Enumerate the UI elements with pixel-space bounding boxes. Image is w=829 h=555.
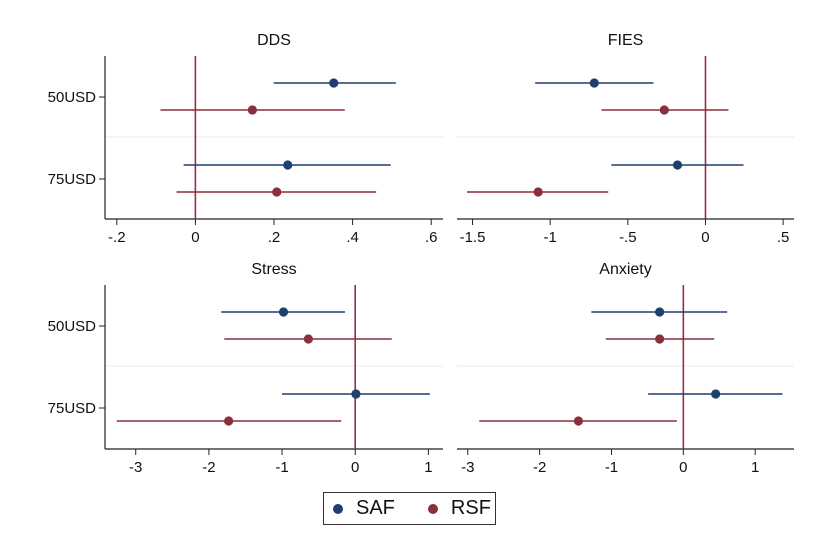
x-tick-label: -.5 xyxy=(619,229,637,246)
y-tick-label: 75USD xyxy=(48,400,97,417)
legend-label-rsf: RSF xyxy=(450,497,491,519)
x-tick-label: .6 xyxy=(425,229,438,246)
legend-label-saf: SAF xyxy=(356,497,395,519)
point-estimate-rsf xyxy=(247,105,257,115)
panel-anxiety: Anxiety -3 -2 -1 0 1 xyxy=(457,261,794,476)
x-tick-label: -1 xyxy=(605,459,618,476)
point-estimate-rsf xyxy=(659,105,669,115)
x-tick-label: 0 xyxy=(351,459,359,476)
x-tick-label: -3 xyxy=(461,459,474,476)
point-estimate-saf xyxy=(711,389,721,399)
point-estimate-rsf xyxy=(655,334,665,344)
point-estimate-saf xyxy=(672,160,683,170)
rsf-marker-icon xyxy=(427,503,438,514)
x-tick-label: -2 xyxy=(533,459,546,476)
y-tick-label: 75USD xyxy=(48,171,97,188)
point-estimate-saf xyxy=(278,307,289,317)
x-tick-label: .4 xyxy=(346,229,359,246)
x-tick-label: 1 xyxy=(424,459,432,476)
panel-title: Anxiety xyxy=(599,261,651,278)
x-tick-label: .2 xyxy=(268,229,281,246)
x-tick-label: 0 xyxy=(191,229,199,246)
x-tick-label: 0 xyxy=(679,459,687,476)
panel-stress: Stress 50USD 75USD -3 -2 -1 0 1 xyxy=(48,261,443,476)
x-tick-label: 0 xyxy=(701,229,709,246)
point-estimate-rsf xyxy=(573,416,584,426)
x-tick-label: -1.5 xyxy=(460,229,486,246)
point-estimate-rsf xyxy=(272,187,282,197)
point-estimate-saf xyxy=(283,160,293,170)
point-estimate-saf xyxy=(351,389,361,399)
panel-title: FIES xyxy=(608,32,644,49)
x-tick-label: .5 xyxy=(777,229,790,246)
x-tick-label: -1 xyxy=(275,459,288,476)
point-estimate-rsf xyxy=(533,187,543,197)
panel-fies: FIES -1.5 -1 -.5 0 .5 xyxy=(457,32,794,246)
panel-title: DDS xyxy=(257,32,291,49)
legend-item-saf: SAF xyxy=(333,497,395,520)
panel-dds: DDS 50USD 75USD -.2 0 .2 .4 .6 xyxy=(48,32,443,246)
point-estimate-saf xyxy=(329,78,339,88)
legend: SAF RSF xyxy=(323,492,496,525)
x-tick-label: -1 xyxy=(544,229,557,246)
saf-marker-icon xyxy=(333,503,343,514)
point-estimate-rsf xyxy=(224,416,234,426)
legend-item-rsf: RSF xyxy=(427,497,491,520)
x-tick-label: 1 xyxy=(751,459,759,476)
x-tick-label: -3 xyxy=(129,459,142,476)
y-tick-label: 50USD xyxy=(48,89,97,106)
point-estimate-saf xyxy=(655,307,665,317)
panel-title: Stress xyxy=(251,261,296,278)
point-estimate-saf xyxy=(589,78,599,88)
y-tick-label: 50USD xyxy=(48,318,97,335)
point-estimate-rsf xyxy=(303,334,313,344)
x-tick-label: -.2 xyxy=(108,229,126,246)
x-tick-label: -2 xyxy=(202,459,215,476)
